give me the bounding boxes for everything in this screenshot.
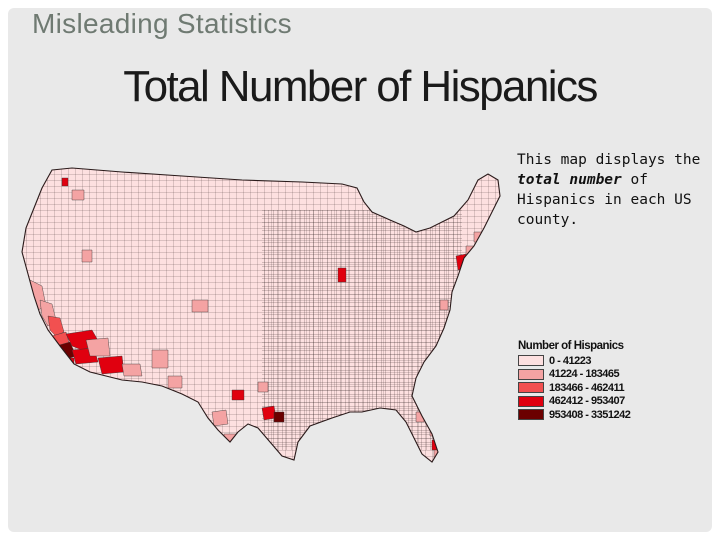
legend-title: Number of Hispanics bbox=[518, 340, 624, 352]
caption-text-post: of Hispanics in each US county. bbox=[517, 172, 692, 228]
map-legend: Number of Hispanics 0 - 41223 41224 - 18… bbox=[518, 340, 688, 422]
legend-item: 462412 - 953407 bbox=[518, 395, 688, 409]
legend-label: 462412 - 953407 bbox=[549, 395, 625, 408]
legend-swatch bbox=[518, 409, 544, 421]
legend-swatch bbox=[518, 355, 544, 367]
legend-swatch bbox=[518, 382, 544, 394]
slide-kicker: Misleading Statistics bbox=[32, 8, 292, 39]
legend-label: 953408 - 3351242 bbox=[549, 408, 631, 421]
legend-label: 0 - 41223 bbox=[549, 354, 591, 367]
us-county-map bbox=[21, 167, 501, 463]
legend-swatch bbox=[518, 395, 544, 407]
slide-title: Total Number of Hispanics bbox=[123, 62, 598, 111]
legend-label: 183466 - 462411 bbox=[549, 381, 625, 394]
southwest-counties bbox=[61, 177, 209, 377]
legend-swatch bbox=[518, 368, 544, 380]
caption-emphasis: total number bbox=[517, 172, 622, 188]
caption-text-pre: This map displays the bbox=[517, 152, 701, 168]
legend-item: 953408 - 3351242 bbox=[518, 408, 688, 422]
legend-label: 41224 - 183465 bbox=[549, 368, 620, 381]
legend-item: 0 - 41223 bbox=[518, 354, 688, 368]
county-boundaries-east bbox=[262, 210, 462, 450]
legend-item: 183466 - 462411 bbox=[518, 381, 688, 395]
map-caption: This map displays the total number of Hi… bbox=[517, 150, 707, 230]
legend-item: 41224 - 183465 bbox=[518, 368, 688, 382]
